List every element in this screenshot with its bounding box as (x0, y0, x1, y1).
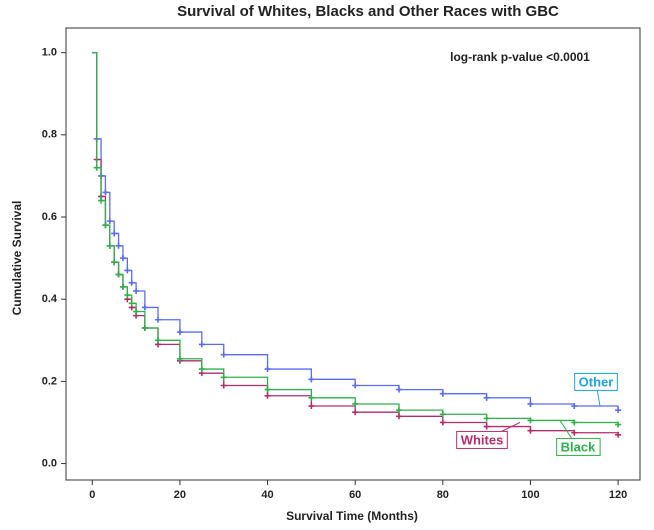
censor-mark (352, 400, 359, 407)
censor-mark (128, 279, 135, 286)
censor-mark (133, 308, 140, 315)
x-tick-label: 40 (261, 489, 273, 501)
censor-mark (106, 242, 113, 249)
y-tick-label: 0.8 (42, 129, 57, 141)
censor-mark (615, 421, 622, 428)
censor-mark (141, 324, 148, 331)
annotation: log-rank p-value <0.0001 (450, 50, 590, 64)
censor-mark (124, 267, 131, 274)
censor-mark (483, 415, 490, 422)
censor-mark (220, 374, 227, 381)
censor-mark (396, 386, 403, 393)
censor-mark (352, 382, 359, 389)
x-tick-label: 0 (89, 489, 95, 501)
chart-title: Survival of Whites, Blacks and Other Rac… (177, 3, 559, 20)
x-tick-label: 20 (174, 489, 186, 501)
censor-mark (483, 423, 490, 430)
censor-mark (571, 403, 578, 410)
censor-mark (483, 394, 490, 401)
censor-mark (102, 189, 109, 196)
censor-mark (111, 230, 118, 237)
series-label-box (574, 372, 618, 391)
x-tick-label: 60 (349, 489, 361, 501)
censor-mark (155, 337, 162, 344)
censor-mark (198, 341, 205, 348)
censor-mark (308, 403, 315, 410)
censor-mark (571, 429, 578, 436)
censor-mark (176, 329, 183, 336)
censor-mark (439, 419, 446, 426)
censor-mark (527, 400, 534, 407)
censor-mark (111, 259, 118, 266)
x-tick-label: 80 (437, 489, 449, 501)
x-tick-label: 120 (609, 489, 627, 501)
survival-curve (92, 52, 619, 425)
survival-curve (92, 52, 619, 411)
series-label-box (556, 437, 601, 456)
censor-mark (615, 431, 622, 438)
censor-mark (615, 407, 622, 414)
survival-curve (92, 52, 619, 435)
censor-mark (141, 304, 148, 311)
censor-mark (102, 222, 109, 229)
series-label: Other (579, 374, 614, 389)
x-tick-label: 100 (521, 489, 539, 501)
censor-mark (115, 242, 122, 249)
censor-mark (119, 255, 126, 262)
censor-mark (115, 271, 122, 278)
series-label-box (456, 430, 508, 449)
y-tick-label: 1.0 (42, 47, 57, 59)
censor-mark (439, 390, 446, 397)
censor-mark (198, 366, 205, 373)
censor-mark (571, 419, 578, 426)
censor-mark (527, 417, 534, 424)
censor-mark (155, 316, 162, 323)
y-tick-label: 0.4 (42, 293, 58, 305)
censor-mark (119, 283, 126, 290)
censor-mark (264, 386, 271, 393)
censor-mark (98, 197, 105, 204)
censor-mark (352, 409, 359, 416)
series-label: Whites (461, 432, 504, 447)
censor-mark (396, 407, 403, 414)
censor-mark (308, 376, 315, 383)
x-axis-label: Survival Time (Months) (286, 509, 418, 523)
censor-mark (264, 392, 271, 399)
y-tick-label: 0.6 (42, 211, 57, 223)
plot-frame (65, 27, 641, 481)
censor-mark (439, 411, 446, 418)
y-tick-label: 0.0 (42, 457, 57, 469)
censor-mark (176, 355, 183, 362)
series-label: Black (561, 439, 596, 454)
censor-mark (308, 394, 315, 401)
censor-mark (93, 164, 100, 171)
censor-mark (106, 218, 113, 225)
censor-mark (220, 351, 227, 358)
censor-mark (124, 292, 131, 299)
censor-mark (264, 366, 271, 373)
y-axis-label: Cumulative Survival (10, 201, 24, 316)
y-tick-label: 0.2 (42, 375, 57, 387)
censor-mark (128, 300, 135, 307)
censor-mark (133, 287, 140, 294)
censor-mark (220, 382, 227, 389)
censor-mark (396, 413, 403, 420)
censor-mark (527, 427, 534, 434)
